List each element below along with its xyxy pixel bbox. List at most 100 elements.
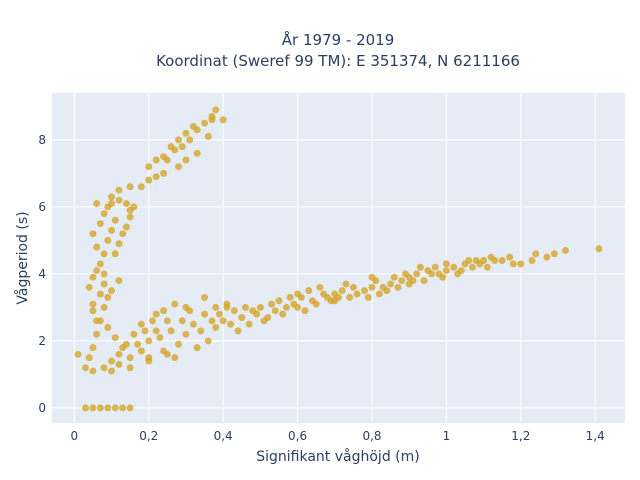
y-tick-label: 6	[38, 200, 46, 214]
data-point	[130, 203, 138, 211]
data-point	[368, 283, 376, 291]
data-point	[476, 260, 484, 268]
data-point	[416, 263, 424, 271]
data-point	[175, 136, 183, 144]
data-point	[543, 253, 551, 261]
x-tick-label: 0,6	[288, 429, 307, 443]
x-tick-label: 1	[443, 429, 451, 443]
data-point	[93, 317, 101, 325]
data-point	[282, 303, 290, 311]
data-point	[178, 143, 186, 151]
data-point	[401, 270, 409, 278]
data-point	[241, 303, 249, 311]
data-point	[126, 404, 134, 412]
data-point	[450, 263, 458, 271]
x-tick-label: 0,4	[214, 429, 233, 443]
data-point	[126, 213, 134, 221]
data-point	[108, 200, 116, 208]
data-point	[212, 324, 220, 332]
data-point	[517, 260, 525, 268]
data-point	[208, 317, 216, 325]
data-point	[208, 116, 216, 124]
x-tick-label: 0	[71, 429, 79, 443]
data-point	[115, 240, 123, 248]
data-point	[338, 287, 346, 295]
data-point	[89, 344, 97, 352]
data-point	[219, 317, 227, 325]
data-point	[468, 263, 476, 271]
grid-lines	[52, 93, 625, 423]
data-point	[175, 340, 183, 348]
data-point	[465, 257, 473, 265]
data-point	[160, 307, 168, 315]
data-point	[182, 156, 190, 164]
data-point	[108, 226, 116, 234]
data-point	[137, 183, 145, 191]
data-point	[372, 277, 380, 285]
data-point	[115, 350, 123, 358]
data-point	[163, 317, 171, 325]
data-point	[171, 354, 179, 362]
data-point	[253, 310, 261, 318]
data-point	[100, 280, 108, 288]
data-point	[178, 317, 186, 325]
data-point	[431, 263, 439, 271]
x-tick-labels: 0 0,2 0,4 0,6 0,8 1 1,2 1,4	[71, 429, 605, 443]
data-point	[297, 293, 305, 301]
data-point	[96, 404, 104, 412]
data-point	[145, 354, 153, 362]
data-point	[223, 303, 231, 311]
data-point	[89, 300, 97, 308]
data-point	[104, 404, 112, 412]
data-point	[532, 250, 540, 258]
data-point	[506, 253, 514, 261]
data-point	[201, 310, 209, 318]
data-point	[96, 290, 104, 298]
data-point	[182, 129, 190, 137]
data-point	[413, 270, 421, 278]
data-point	[327, 297, 335, 305]
data-point	[290, 300, 298, 308]
data-point	[230, 307, 238, 315]
data-point	[409, 277, 417, 285]
data-point	[145, 163, 153, 171]
data-point	[108, 287, 116, 295]
data-point	[509, 260, 517, 268]
y-axis-label: Vågperiod (s)	[14, 211, 31, 304]
data-point	[383, 287, 391, 295]
y-tick-label: 8	[38, 133, 46, 147]
data-point	[353, 290, 361, 298]
data-point	[104, 236, 112, 244]
data-point	[171, 300, 179, 308]
data-point	[215, 310, 223, 318]
data-point	[316, 283, 324, 291]
data-point	[152, 156, 160, 164]
data-point	[100, 270, 108, 278]
x-tick-label: 0,8	[362, 429, 381, 443]
data-point	[442, 267, 450, 275]
data-point	[152, 310, 160, 318]
x-axis-label: Signifikant våghöjd (m)	[256, 448, 419, 465]
data-point	[182, 330, 190, 338]
data-point	[100, 303, 108, 311]
data-point	[595, 245, 603, 253]
data-point	[245, 320, 253, 328]
data-point	[100, 250, 108, 258]
data-point	[498, 257, 506, 265]
data-point	[375, 290, 383, 298]
data-point	[439, 273, 447, 281]
data-point	[346, 293, 354, 301]
data-point	[186, 136, 194, 144]
data-point	[134, 340, 142, 348]
data-point	[204, 337, 212, 345]
data-point	[361, 287, 369, 295]
data-point	[141, 327, 149, 335]
data-point	[108, 367, 116, 375]
data-point	[256, 303, 264, 311]
data-point	[561, 246, 569, 254]
data-point	[89, 367, 97, 375]
data-point	[115, 277, 123, 285]
data-point	[96, 220, 104, 228]
data-point	[89, 404, 97, 412]
data-point	[111, 334, 119, 342]
